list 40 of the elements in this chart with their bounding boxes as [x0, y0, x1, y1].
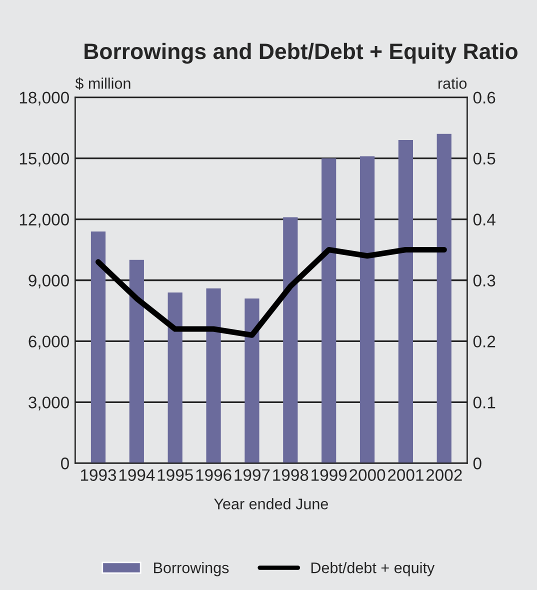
- legend-label: Debt/debt + equity: [311, 562, 435, 576]
- bar: [398, 140, 413, 464]
- y2-tick-label: 0.6: [473, 92, 496, 104]
- legend-label: Borrowings: [154, 562, 229, 576]
- bar: [168, 292, 182, 464]
- y-tick-label: 15,000: [20, 152, 69, 166]
- x-tick-label: 1993: [80, 469, 116, 481]
- x-tick-label: 1999: [312, 469, 347, 481]
- bar: [360, 156, 375, 464]
- y-tick-label: 6,000: [28, 336, 69, 350]
- y2-tick-label: 0: [473, 458, 482, 470]
- y2-tick-label: 0.4: [473, 214, 496, 226]
- x-tick-label: 1997: [234, 469, 270, 481]
- bar: [90, 231, 106, 464]
- bar: [206, 288, 221, 464]
- y-tick-label: 12,000: [20, 214, 69, 228]
- x-tick-label: 1996: [196, 469, 232, 481]
- y2-tick-label: 0.3: [473, 274, 496, 286]
- y-tick-label: 0: [61, 458, 69, 470]
- x-tick-label: 1995: [158, 469, 193, 481]
- y2-axis-title: ratio: [438, 78, 467, 89]
- bar: [244, 298, 260, 464]
- x-axis-title: Year ended June: [214, 498, 328, 510]
- bar: [322, 158, 336, 464]
- y2-tick-label: 0.5: [473, 152, 496, 165]
- x-tick-label: 1994: [119, 469, 155, 481]
- y2-tick-label: 0.2: [473, 336, 496, 348]
- y-axis-title: $ million: [75, 77, 130, 90]
- x-tick-label: 2002: [426, 469, 462, 481]
- y-tick-label: 3,000: [28, 396, 69, 410]
- x-tick-label: 1998: [273, 469, 308, 481]
- x-tick-label: 2001: [388, 469, 424, 481]
- x-tick-label: 2000: [350, 469, 386, 481]
- bar: [129, 260, 144, 464]
- y2-tick-label: 0.1: [473, 396, 496, 408]
- y-tick-label: 18,000: [20, 92, 69, 106]
- bar: [283, 217, 298, 464]
- chart-title: Borrowings and Debt/Debt + Equity Ratio: [84, 42, 518, 64]
- bar: [436, 134, 452, 464]
- y-tick-label: 9,000: [28, 274, 69, 288]
